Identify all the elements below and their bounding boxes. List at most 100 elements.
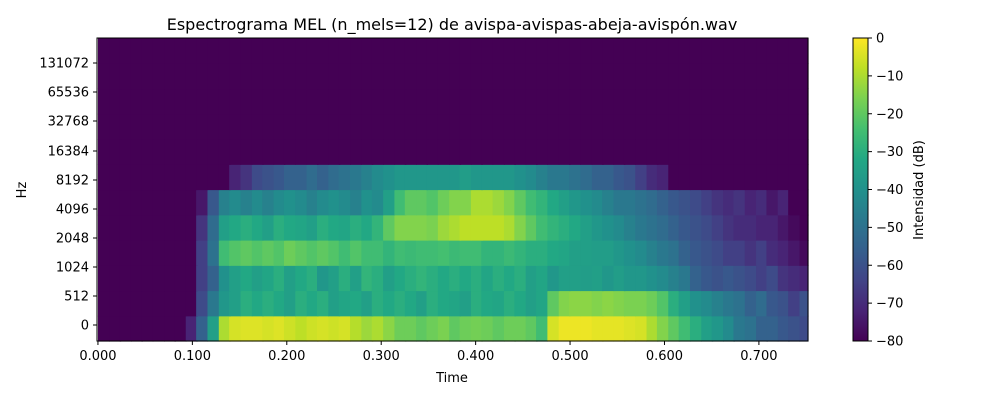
heatmap-cell bbox=[668, 88, 681, 115]
heatmap-cell bbox=[613, 164, 626, 191]
heatmap-cell bbox=[788, 214, 801, 241]
heatmap-cell bbox=[766, 63, 779, 90]
heatmap-cell bbox=[283, 113, 296, 140]
heatmap-cell bbox=[678, 214, 691, 241]
heatmap-cell bbox=[514, 240, 527, 266]
heatmap-cell bbox=[580, 290, 593, 317]
heatmap-cell bbox=[492, 88, 505, 115]
heatmap-cell bbox=[689, 63, 702, 90]
heatmap-cell bbox=[416, 164, 429, 191]
heatmap-cell bbox=[338, 240, 351, 266]
heatmap-cell bbox=[744, 315, 757, 342]
heatmap-cell bbox=[711, 189, 724, 216]
heatmap-cell bbox=[558, 189, 571, 216]
heatmap-cell bbox=[295, 164, 308, 191]
heatmap-cell bbox=[207, 315, 220, 342]
heatmap-cell bbox=[141, 265, 154, 292]
heatmap-cell bbox=[404, 63, 417, 90]
heatmap-cell bbox=[569, 88, 582, 115]
heatmap-cell bbox=[602, 290, 615, 317]
heatmap-cell bbox=[777, 38, 790, 64]
heatmap-cell bbox=[711, 214, 724, 241]
heatmap-cell bbox=[711, 240, 724, 266]
heatmap-cell bbox=[350, 164, 362, 191]
heatmap-cell bbox=[207, 240, 220, 266]
heatmap-cell bbox=[656, 139, 669, 165]
heatmap-cell bbox=[525, 214, 538, 241]
heatmap-cell bbox=[547, 214, 560, 241]
heatmap-cell bbox=[119, 113, 132, 140]
heatmap-cell bbox=[623, 139, 636, 165]
heatmap-cell bbox=[273, 113, 286, 140]
heatmap-cell bbox=[536, 290, 548, 317]
heatmap-cell bbox=[602, 63, 615, 90]
heatmap-cell bbox=[569, 214, 582, 241]
heatmap-cell bbox=[262, 265, 275, 292]
heatmap-cell bbox=[283, 139, 296, 165]
heatmap-cell bbox=[262, 290, 275, 317]
heatmap-cell bbox=[525, 88, 538, 115]
colorbar-tick-label: −50 bbox=[876, 221, 903, 236]
heatmap-cell bbox=[733, 315, 746, 342]
heatmap-cell bbox=[646, 290, 659, 317]
heatmap-cell bbox=[514, 164, 527, 191]
x-tick-label: 0.500 bbox=[551, 349, 588, 364]
heatmap-cell bbox=[459, 38, 472, 64]
heatmap-cell bbox=[174, 113, 187, 140]
heatmap-cell bbox=[646, 240, 659, 266]
heatmap-cell bbox=[449, 240, 462, 266]
heatmap-cell bbox=[613, 315, 626, 342]
heatmap-cell bbox=[678, 240, 691, 266]
heatmap-cell bbox=[723, 139, 735, 165]
heatmap-cell bbox=[262, 139, 275, 165]
heatmap-cell bbox=[514, 214, 527, 241]
heatmap-cell bbox=[733, 38, 746, 64]
heatmap-cell bbox=[744, 290, 757, 317]
heatmap-cell bbox=[525, 290, 538, 317]
heatmap-cell bbox=[470, 240, 483, 266]
heatmap-cell bbox=[350, 214, 362, 241]
heatmap-cell bbox=[646, 315, 659, 342]
heatmap-cell bbox=[262, 113, 275, 140]
heatmap-cell bbox=[119, 38, 132, 64]
heatmap-cell bbox=[580, 214, 593, 241]
heatmap-cell bbox=[525, 315, 538, 342]
heatmap-cell bbox=[229, 63, 242, 90]
heatmap-cell bbox=[141, 139, 154, 165]
heatmap-cell bbox=[109, 63, 122, 90]
heatmap-cell bbox=[229, 113, 242, 140]
heatmap-cell bbox=[569, 315, 582, 342]
heatmap-cell bbox=[306, 63, 319, 90]
heatmap-cell bbox=[130, 315, 143, 342]
heatmap-cell bbox=[668, 38, 681, 64]
heatmap-cell bbox=[777, 113, 790, 140]
heatmap-cell bbox=[744, 189, 757, 216]
heatmap-cell bbox=[756, 290, 768, 317]
heatmap-cell bbox=[723, 265, 735, 292]
heatmap-cell bbox=[317, 113, 329, 140]
heatmap-cell bbox=[569, 240, 582, 266]
heatmap-cell bbox=[338, 265, 351, 292]
heatmap-cell bbox=[678, 290, 691, 317]
heatmap-cell bbox=[481, 315, 494, 342]
heatmap-cell bbox=[97, 88, 110, 115]
heatmap-cell bbox=[558, 265, 571, 292]
heatmap-cell bbox=[317, 214, 329, 241]
heatmap-cell bbox=[711, 38, 724, 64]
heatmap-cell bbox=[361, 38, 374, 64]
heatmap-cell bbox=[536, 38, 548, 64]
heatmap-cell bbox=[119, 315, 132, 342]
heatmap-cell bbox=[328, 189, 341, 216]
heatmap-cell bbox=[481, 265, 494, 292]
heatmap-cell bbox=[591, 113, 604, 140]
heatmap-cell bbox=[207, 189, 220, 216]
heatmap-cell bbox=[580, 164, 593, 191]
heatmap-cell bbox=[185, 240, 198, 266]
heatmap-cell bbox=[262, 63, 275, 90]
heatmap-cell bbox=[733, 88, 746, 115]
heatmap-cell bbox=[711, 139, 724, 165]
heatmap-cell bbox=[788, 139, 801, 165]
heatmap-cell bbox=[459, 290, 472, 317]
heatmap-cell bbox=[723, 290, 735, 317]
heatmap-cell bbox=[591, 63, 604, 90]
